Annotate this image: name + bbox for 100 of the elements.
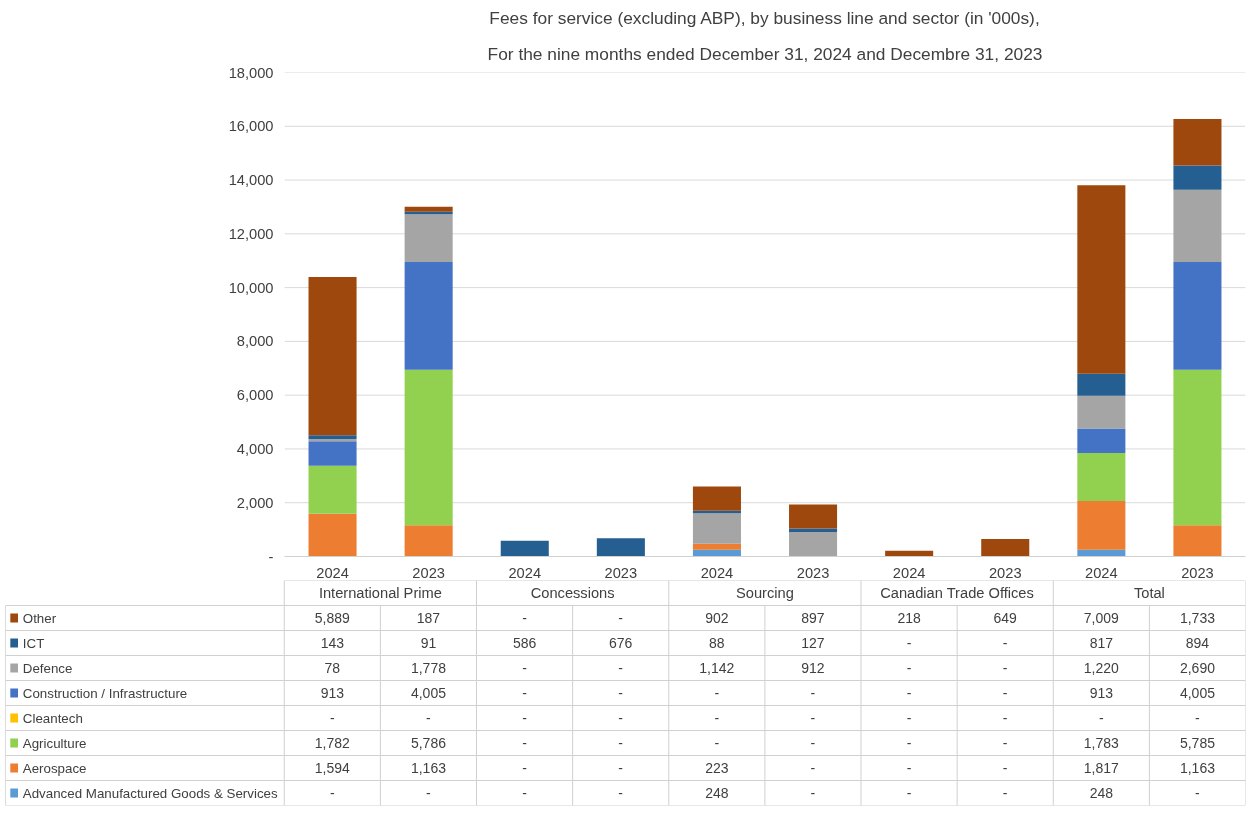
y-tick-label: 2,000 xyxy=(236,494,274,511)
data-label: 676 xyxy=(609,635,633,651)
legend-label: Agriculture xyxy=(22,735,87,751)
data-label: 7,009 xyxy=(1083,610,1120,626)
text: - xyxy=(426,785,431,801)
legend-label: ICT xyxy=(22,635,45,651)
data-label: 4,005 xyxy=(1179,685,1216,701)
data-label: 91 xyxy=(420,635,437,651)
bar xyxy=(1077,373,1126,396)
data-label: 586 xyxy=(512,635,537,651)
bar xyxy=(1173,525,1222,557)
data-label: 897 xyxy=(801,610,825,626)
text: - xyxy=(522,685,527,701)
bar xyxy=(308,441,357,466)
text: - xyxy=(522,610,527,626)
bar xyxy=(789,504,838,529)
data-label: 912 xyxy=(801,660,825,676)
text: International Prime xyxy=(318,585,442,601)
bar xyxy=(1077,428,1126,454)
text: - xyxy=(810,785,816,801)
data-label: 218 xyxy=(897,610,921,626)
data-label: 1,778 xyxy=(410,660,447,676)
text: Total xyxy=(1133,585,1165,601)
bar xyxy=(596,538,645,557)
data-label: 88 xyxy=(709,635,725,651)
text: Canadian Trade Offices xyxy=(880,585,1034,601)
y-tick-label: 6,000 xyxy=(236,387,274,404)
y-tick-label: 18,000 xyxy=(228,64,274,81)
y-tick-label: 16,000 xyxy=(228,118,274,135)
data-label: 1,782 xyxy=(314,735,351,751)
text: - xyxy=(618,660,624,676)
text: - xyxy=(906,735,912,751)
text: - xyxy=(906,660,912,676)
text: - xyxy=(1002,660,1008,676)
text: Sourcing xyxy=(735,585,794,601)
bar xyxy=(1173,261,1222,370)
text: - xyxy=(618,760,624,776)
bar xyxy=(1077,185,1126,374)
text: - xyxy=(810,735,816,751)
y-tick-label: 12,000 xyxy=(228,225,274,242)
bar xyxy=(692,549,741,557)
text: - xyxy=(522,760,527,776)
x-tick-label: 2023 xyxy=(412,564,445,581)
x-tick-label: 2023 xyxy=(796,564,830,581)
text: - xyxy=(1002,685,1008,701)
x-tick-label: 2024 xyxy=(700,564,734,581)
legend-label: Advanced Manufactured Goods & Services xyxy=(22,785,278,801)
data-label: 127 xyxy=(801,635,825,651)
text: - xyxy=(522,710,527,726)
bar xyxy=(1077,549,1126,557)
text: - xyxy=(1002,760,1008,776)
text: - xyxy=(906,635,912,651)
data-label: 1,163 xyxy=(1179,760,1216,776)
text: - xyxy=(522,785,527,801)
data-label: 1,817 xyxy=(1083,760,1120,776)
bar xyxy=(692,513,741,544)
legend-label: Construction / Infrastructure xyxy=(22,685,188,701)
data-label: 913 xyxy=(320,685,345,701)
data-label: 5,786 xyxy=(410,735,447,751)
data-label: 4,005 xyxy=(410,685,447,701)
data-label: 248 xyxy=(1089,785,1114,801)
data-label: 248 xyxy=(705,785,729,801)
text: - xyxy=(618,735,624,751)
text: - xyxy=(810,710,816,726)
bar xyxy=(1173,119,1222,166)
bar xyxy=(404,525,453,557)
data-label: 78 xyxy=(324,660,341,676)
bar xyxy=(404,206,453,212)
data-label: 913 xyxy=(1089,685,1114,701)
text: - xyxy=(1098,710,1104,726)
data-label: 223 xyxy=(705,760,729,776)
data-label: 1,733 xyxy=(1179,610,1216,626)
data-label: 1,220 xyxy=(1083,660,1120,676)
text: - xyxy=(1195,710,1200,726)
text: Concessions xyxy=(530,585,615,601)
y-tick-label: 8,000 xyxy=(236,333,274,350)
text: - xyxy=(522,660,527,676)
chart-subtitle: For the nine months ended December 31, 2024 and Decembre 31, 2023 xyxy=(487,43,1043,64)
text: - xyxy=(1002,635,1008,651)
bar xyxy=(308,465,357,514)
x-tick-label: 2024 xyxy=(316,564,349,581)
x-tick-label: 2024 xyxy=(892,564,926,581)
bar xyxy=(404,261,453,370)
y-tick-label: 10,000 xyxy=(228,279,274,296)
data-label: 902 xyxy=(705,610,729,626)
bar xyxy=(308,276,357,436)
data-label: 1,783 xyxy=(1083,735,1120,751)
legend-label: Cleantech xyxy=(22,710,83,726)
data-label: 5,889 xyxy=(314,610,351,626)
text: - xyxy=(329,710,335,726)
bar xyxy=(1173,369,1222,526)
data-label: 143 xyxy=(320,635,345,651)
legend-label: Aerospace xyxy=(22,760,87,776)
data-label: 5,785 xyxy=(1179,735,1216,751)
bar xyxy=(308,435,357,440)
text: - xyxy=(618,710,624,726)
text: - xyxy=(618,685,624,701)
y-tick-label: 14,000 xyxy=(228,172,274,189)
text: - xyxy=(618,610,624,626)
data-label: 1,163 xyxy=(410,760,447,776)
